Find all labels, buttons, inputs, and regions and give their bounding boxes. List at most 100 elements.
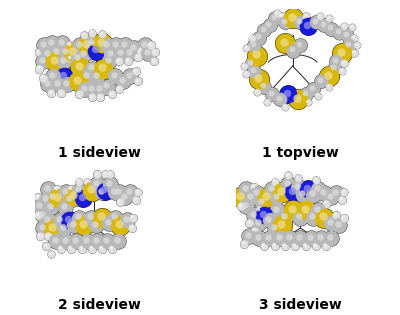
Point bbox=[240, 240, 246, 245]
Point bbox=[338, 69, 345, 74]
Point bbox=[326, 16, 332, 21]
Point bbox=[350, 49, 356, 54]
Point bbox=[254, 191, 260, 196]
Point bbox=[245, 232, 251, 237]
Point bbox=[67, 197, 73, 202]
Point bbox=[51, 58, 58, 63]
Point bbox=[42, 197, 49, 202]
Point bbox=[50, 195, 56, 200]
Point bbox=[290, 48, 296, 53]
Point bbox=[302, 208, 309, 213]
Point bbox=[94, 238, 100, 243]
Point bbox=[131, 196, 138, 201]
Point bbox=[256, 208, 262, 213]
Point bbox=[39, 211, 45, 216]
Point bbox=[55, 82, 62, 87]
Point bbox=[63, 49, 69, 54]
Point bbox=[99, 215, 105, 220]
Point bbox=[80, 196, 86, 201]
Point bbox=[282, 215, 288, 220]
Point bbox=[341, 24, 347, 29]
Point bbox=[354, 43, 360, 48]
Point bbox=[326, 84, 332, 89]
Point bbox=[255, 34, 262, 39]
Point bbox=[112, 74, 118, 79]
Point bbox=[261, 84, 268, 89]
Point bbox=[93, 72, 99, 77]
Point bbox=[107, 51, 113, 56]
Point bbox=[63, 190, 69, 195]
Point bbox=[54, 49, 60, 54]
Point bbox=[327, 219, 334, 224]
Point bbox=[313, 178, 319, 183]
Point bbox=[273, 193, 280, 198]
Point bbox=[102, 188, 108, 193]
Point bbox=[272, 179, 278, 184]
Point bbox=[89, 94, 95, 100]
Point bbox=[319, 214, 326, 219]
Point bbox=[315, 187, 322, 192]
Point bbox=[274, 11, 280, 16]
Point bbox=[113, 43, 120, 48]
Point bbox=[261, 84, 268, 89]
Point bbox=[328, 195, 334, 200]
Point bbox=[112, 74, 118, 79]
Point bbox=[317, 78, 323, 83]
Point bbox=[326, 16, 332, 21]
Point bbox=[89, 188, 95, 193]
Point bbox=[288, 188, 295, 193]
Point bbox=[251, 69, 257, 74]
Point bbox=[86, 214, 93, 219]
Point bbox=[117, 200, 123, 205]
Point bbox=[54, 187, 60, 192]
Point bbox=[266, 236, 273, 241]
Point bbox=[333, 213, 340, 218]
Point bbox=[57, 245, 63, 250]
Point bbox=[315, 93, 322, 98]
Point bbox=[283, 180, 290, 186]
Point bbox=[349, 25, 355, 30]
Point bbox=[106, 180, 112, 186]
Point bbox=[145, 51, 152, 56]
Point bbox=[268, 186, 274, 191]
Point bbox=[252, 88, 259, 93]
Point bbox=[103, 83, 110, 88]
Point bbox=[92, 48, 99, 53]
Point bbox=[341, 190, 347, 195]
Point bbox=[243, 204, 250, 209]
Point bbox=[75, 214, 81, 219]
Point bbox=[255, 206, 262, 211]
Point bbox=[41, 242, 48, 247]
Point bbox=[250, 227, 256, 232]
Point bbox=[327, 193, 334, 198]
Point bbox=[89, 40, 95, 45]
Point bbox=[294, 96, 300, 101]
Point bbox=[152, 49, 158, 54]
Point bbox=[270, 14, 277, 20]
Point bbox=[118, 78, 125, 83]
Point bbox=[45, 233, 51, 238]
Point bbox=[112, 215, 118, 220]
Point bbox=[55, 196, 62, 201]
Point bbox=[89, 66, 95, 71]
Point bbox=[117, 200, 123, 205]
Point bbox=[263, 98, 269, 103]
Point bbox=[116, 190, 122, 195]
Point bbox=[247, 60, 254, 65]
Point bbox=[286, 235, 292, 240]
Point bbox=[297, 20, 304, 25]
Point bbox=[296, 214, 302, 219]
Point bbox=[76, 188, 82, 193]
Point bbox=[89, 87, 95, 92]
Point bbox=[46, 89, 53, 94]
Point bbox=[68, 246, 74, 251]
Point bbox=[284, 173, 291, 178]
Point bbox=[130, 44, 136, 49]
Point bbox=[251, 184, 257, 189]
Point bbox=[281, 242, 287, 247]
Point bbox=[344, 33, 350, 38]
Point bbox=[127, 51, 134, 56]
Point bbox=[127, 74, 134, 79]
Point bbox=[49, 193, 56, 198]
Point bbox=[319, 21, 326, 26]
